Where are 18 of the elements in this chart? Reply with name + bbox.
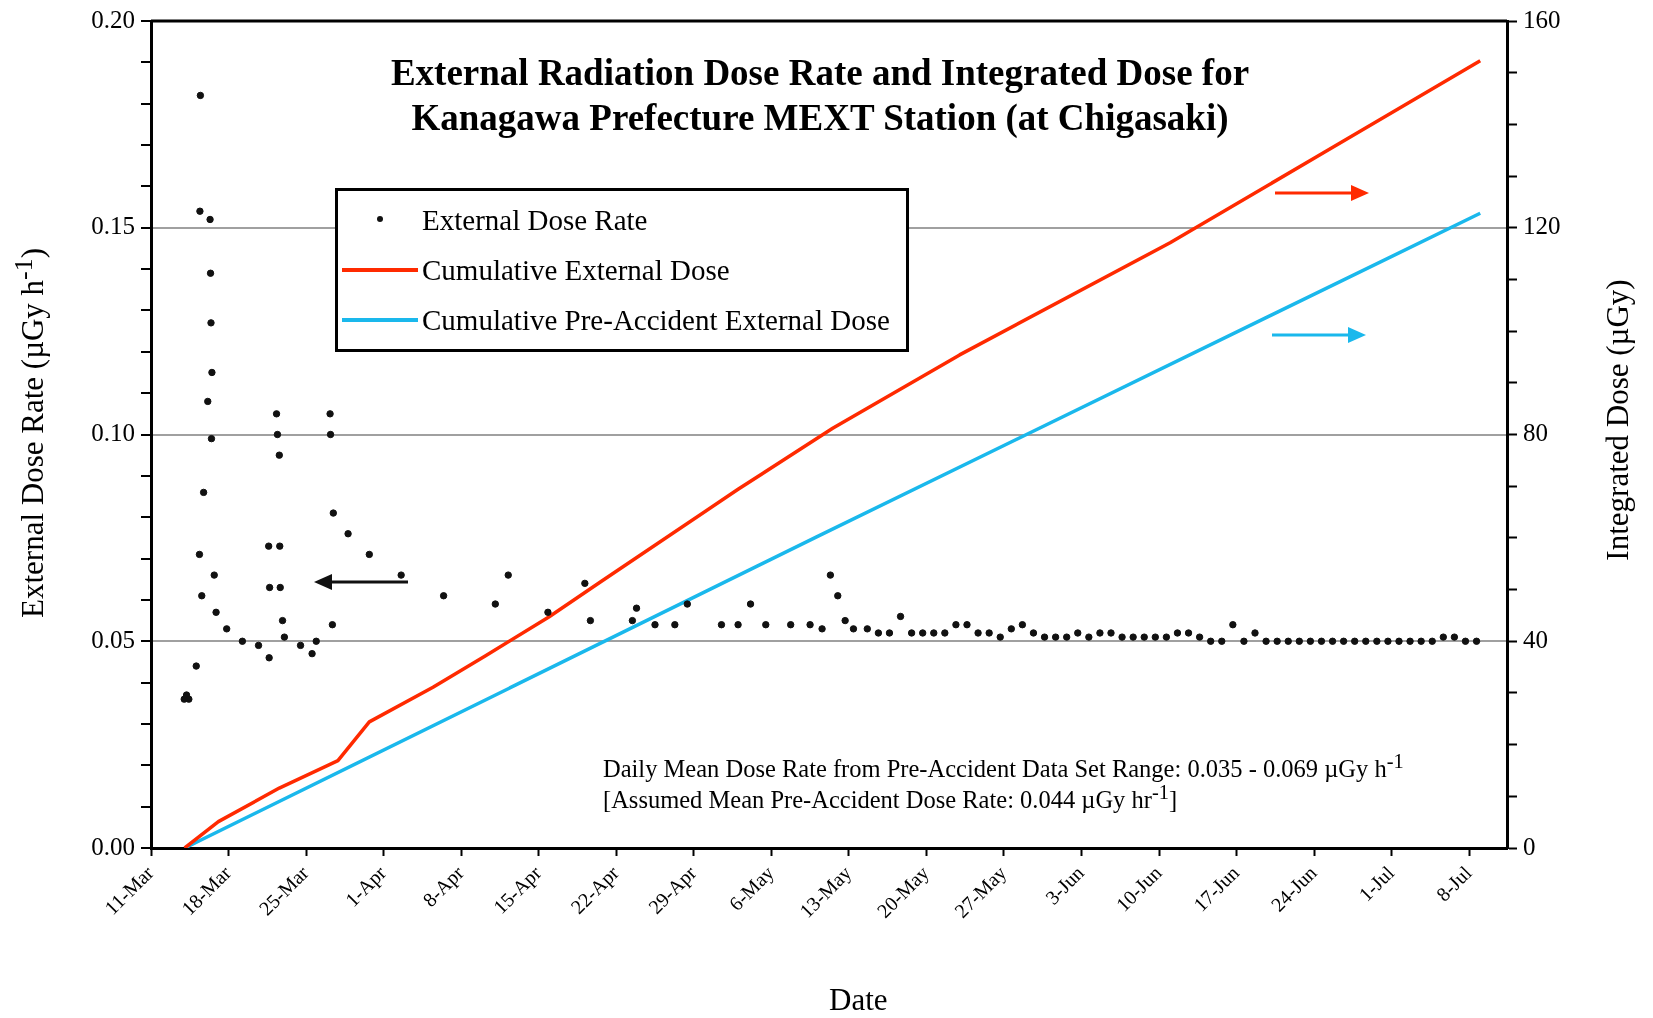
y2-tick-label: 120 [1523,212,1561,240]
y2-tick-label: 0 [1523,832,1536,860]
y2-tick-label: 80 [1523,419,1548,447]
y-tick-label: 0.05 [91,625,135,653]
legend-label: Cumulative External Dose [422,253,730,287]
y2-axis-title: Integrated Dose (µGy) [1600,279,1636,561]
annotation: [Assumed Mean Pre-Accident Dose Rate: 0.044 µGy hr$^{-1}$] [603,781,1178,815]
annotation: Daily Mean Dose Rate from Pre-Accident Data Set Range: 0.035 - 0.069 µGy h$^{-1}$ [603,750,1404,784]
legend-label: External Dose Rate [422,203,648,237]
y2-tick-label: 40 [1523,625,1548,653]
x-axis-title: Date [829,982,888,1018]
y-tick-label: 0.00 [91,832,135,860]
y-tick-label: 0.20 [91,5,135,33]
legend-label: Cumulative Pre-Accident External Dose [422,303,890,337]
text: External Radiation Dose Rate and Integrated Dose for Kanagawa Prefecture MEXT Station (at Chigasaki) [389,51,1251,140]
y2-tick-label: 160 [1523,5,1561,33]
y-tick-label: 0.10 [91,419,135,447]
y-tick-label: 0.15 [91,212,135,240]
